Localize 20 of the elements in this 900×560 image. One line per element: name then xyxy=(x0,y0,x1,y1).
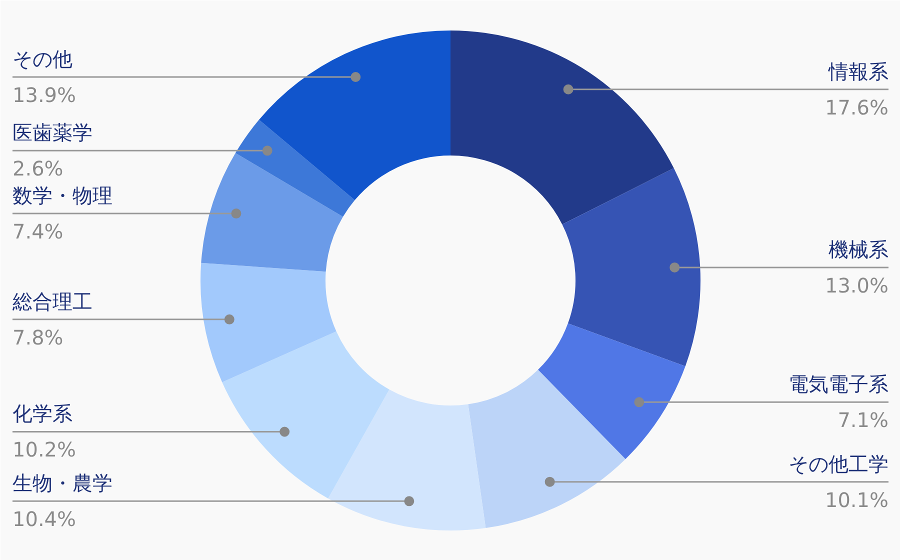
slice-label: 生物・農学 xyxy=(12,471,112,496)
slice-label: 化学系 xyxy=(12,402,72,426)
data-label: 10.4% xyxy=(12,507,76,532)
data-label: 17.6% xyxy=(824,95,889,120)
data-label: 7.4% xyxy=(12,220,64,244)
data-label: 2.6% xyxy=(12,156,64,181)
slice-label: 総合理工 xyxy=(12,289,92,314)
slice-label: 医歯薬学 xyxy=(12,120,92,145)
data-label: 13.0% xyxy=(824,273,889,298)
slice-label: その他工学 xyxy=(788,452,888,476)
slice-label: 機械系 xyxy=(828,237,888,262)
data-label: 10.2% xyxy=(12,438,76,462)
data-label: 7.8% xyxy=(12,325,64,350)
slice-label: 数学・物理 xyxy=(12,184,112,208)
data-label: 13.9% xyxy=(12,83,76,108)
slice-label: 電気電子系 xyxy=(788,372,888,396)
data-label: 10.1% xyxy=(824,488,889,512)
slice-label: その他 xyxy=(12,47,72,72)
slice-label: 情報系 xyxy=(828,59,888,84)
data-label: 7.1% xyxy=(838,408,888,432)
